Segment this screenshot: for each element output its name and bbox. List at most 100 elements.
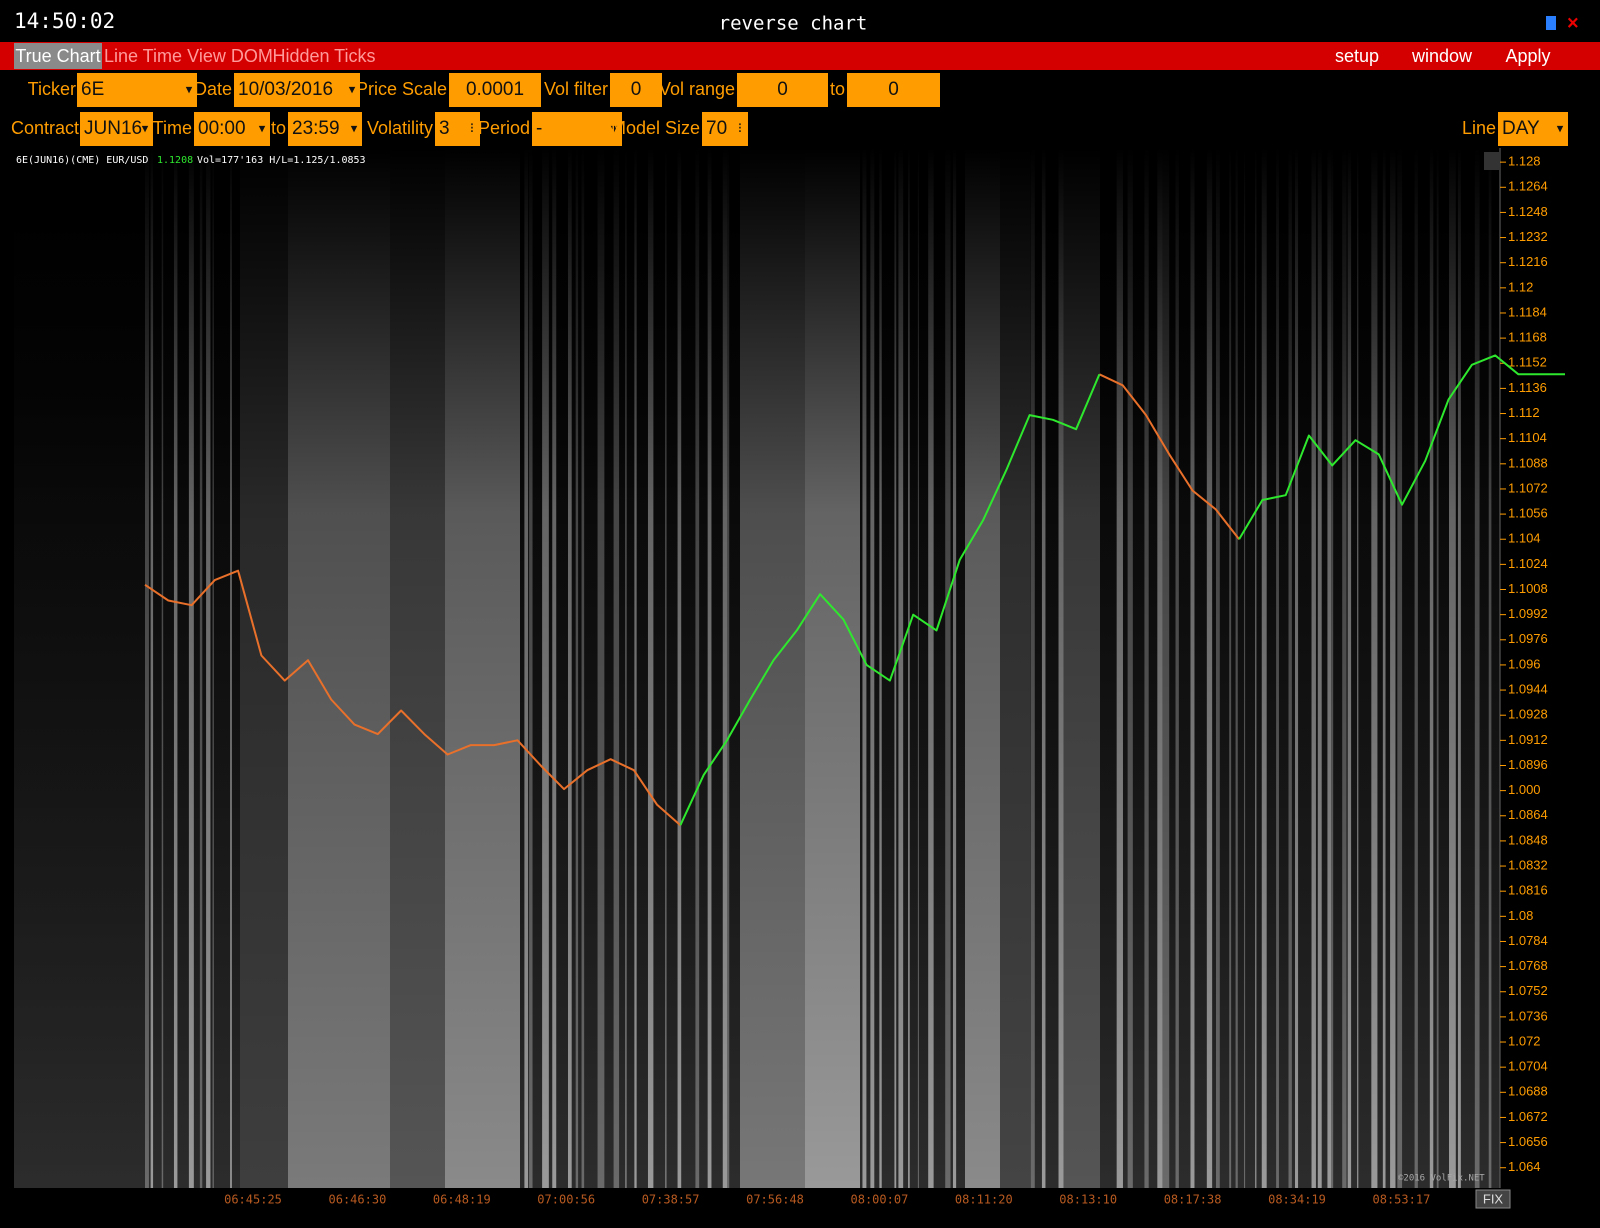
y-tick-label: 1.0784: [1508, 933, 1548, 948]
control-field[interactable]: [234, 73, 360, 107]
dropdown-arrow[interactable]: ▾: [351, 120, 358, 135]
control-value[interactable]: 70: [706, 118, 727, 139]
control-value[interactable]: 3: [439, 118, 450, 139]
x-tick-label: 08:34:19: [1268, 1193, 1326, 1207]
control-value[interactable]: DAY: [1502, 118, 1540, 139]
spinner[interactable]: ⁝: [470, 120, 474, 136]
y-tick-label: 1.1008: [1508, 581, 1548, 596]
control-value[interactable]: 10/03/2016: [238, 79, 333, 100]
menu-tab[interactable]: Hidden Ticks: [272, 46, 375, 66]
dropdown-arrow[interactable]: ▾: [1557, 120, 1564, 135]
y-tick-label: 1.128: [1508, 154, 1541, 169]
window-title: reverse chart: [719, 13, 868, 35]
y-tick-label: 1.112: [1508, 405, 1540, 420]
spinner[interactable]: ⁝: [738, 120, 742, 136]
y-tick-label: 1.0848: [1508, 832, 1548, 847]
control-field[interactable]: [702, 112, 748, 146]
x-tick-label: 08:17:38: [1164, 1193, 1222, 1207]
control-field[interactable]: [80, 112, 153, 146]
close-icon[interactable]: ×: [1567, 12, 1579, 34]
control-label: Time: [153, 118, 192, 138]
y-tick-label: 1.0832: [1508, 857, 1548, 872]
menu-action[interactable]: setup: [1335, 46, 1379, 66]
fix-label[interactable]: FIX: [1483, 1191, 1504, 1206]
y-tick-label: 1.0816: [1508, 883, 1548, 898]
control-label: to: [271, 118, 286, 138]
restore-icon[interactable]: [1546, 16, 1556, 30]
menu-tab-active[interactable]: [14, 43, 102, 69]
y-tick-label: 1.0704: [1508, 1059, 1548, 1074]
y-tick-label: 1.1024: [1508, 556, 1548, 571]
control-value[interactable]: 0.0001: [466, 79, 524, 100]
y-tick-label: 1.08: [1508, 908, 1533, 923]
y-tick-label: 1.0688: [1508, 1084, 1548, 1099]
title-bar: [0, 0, 1600, 40]
control-value[interactable]: 00:00: [198, 118, 246, 139]
menu-tab[interactable]: View DOM: [187, 46, 273, 66]
x-tick-label: 08:13:10: [1059, 1193, 1117, 1207]
y-tick-label: 1.0944: [1508, 682, 1548, 697]
control-field[interactable]: [737, 73, 828, 107]
control-label: Contract: [11, 118, 79, 138]
control-field[interactable]: [194, 112, 270, 146]
watermark: ©2016 VolFix.NET: [1398, 1174, 1485, 1184]
control-value[interactable]: 6E: [81, 79, 104, 100]
x-tick-label: 06:45:25: [224, 1193, 282, 1207]
y-tick-label: 1.0896: [1508, 757, 1548, 772]
y-axis-panel: [1500, 148, 1600, 1188]
chart: 1.128 1.1264 1.1248 1.1232 1.1216 1.12 1.1184 1…: [144, 154, 1565, 1207]
y-tick-label: 1.0976: [1508, 631, 1548, 646]
y-tick-label: 1.1184: [1508, 304, 1547, 319]
y-tick-label: 1.0864: [1508, 807, 1548, 822]
plot-fade: [14, 148, 1500, 1188]
clock: 14:50:02: [14, 9, 115, 33]
control-field[interactable]: [77, 73, 197, 107]
info-symbol: 6E(JUN16)(CME) EUR/USD: [16, 155, 148, 166]
y-tick-label: 1.0672: [1508, 1109, 1548, 1124]
y-tick-label: 1.1136: [1508, 380, 1547, 395]
menu-action[interactable]: Apply: [1505, 46, 1550, 66]
x-tick-label: 08:11:20: [955, 1193, 1013, 1207]
dropdown-arrow[interactable]: ▾: [186, 81, 193, 96]
menu-action[interactable]: window: [1411, 46, 1473, 66]
control-field[interactable]: [610, 73, 662, 107]
control-field[interactable]: [449, 73, 541, 107]
price-line: [144, 373, 1240, 826]
dropdown-arrow[interactable]: ▾: [611, 120, 618, 135]
price-line: [679, 354, 1565, 826]
control-label: Vol range: [659, 79, 735, 99]
control-field[interactable]: [435, 112, 480, 146]
control-value[interactable]: 0: [631, 79, 642, 100]
control-label: Volatility: [367, 118, 433, 138]
dropdown-arrow[interactable]: ▾: [142, 120, 149, 135]
control-value[interactable]: 0: [888, 79, 899, 100]
control-value[interactable]: -: [536, 118, 542, 139]
info-last: 1.1208: [157, 155, 193, 166]
y-tick-label: 1.12: [1508, 279, 1533, 294]
control-field[interactable]: [532, 112, 622, 146]
y-tick-label: 1.0656: [1508, 1134, 1548, 1149]
draw-tool[interactable]: [1484, 152, 1500, 170]
dropdown-arrow[interactable]: ▾: [349, 81, 356, 96]
fix-button[interactable]: [1475, 1189, 1511, 1209]
y-tick-label: 1.0992: [1508, 606, 1548, 621]
y-tick-label: 1.1168: [1508, 330, 1547, 345]
menu-tab[interactable]: Line Time: [104, 46, 182, 66]
x-tick-label: 06:46:30: [329, 1193, 387, 1207]
control-field[interactable]: [847, 73, 940, 107]
control-value[interactable]: 23:59: [292, 118, 340, 139]
control-value[interactable]: JUN16: [84, 118, 142, 139]
y-tick-label: 1.1056: [1508, 506, 1548, 521]
control-value[interactable]: 0: [777, 79, 788, 100]
y-tick-label: 1.1104: [1508, 430, 1547, 445]
control-label: Date: [194, 79, 232, 99]
control-field[interactable]: [1498, 112, 1568, 146]
y-tick-label: 1.1248: [1508, 204, 1548, 219]
dropdown-arrow[interactable]: ▾: [259, 120, 266, 135]
control-field[interactable]: [288, 112, 362, 146]
y-tick-label: 1.072: [1508, 1033, 1541, 1048]
y-tick-label: 1.1088: [1508, 455, 1548, 470]
y-tick-label: 1.1264: [1508, 179, 1548, 194]
menu-tab[interactable]: True Chart: [15, 46, 100, 66]
